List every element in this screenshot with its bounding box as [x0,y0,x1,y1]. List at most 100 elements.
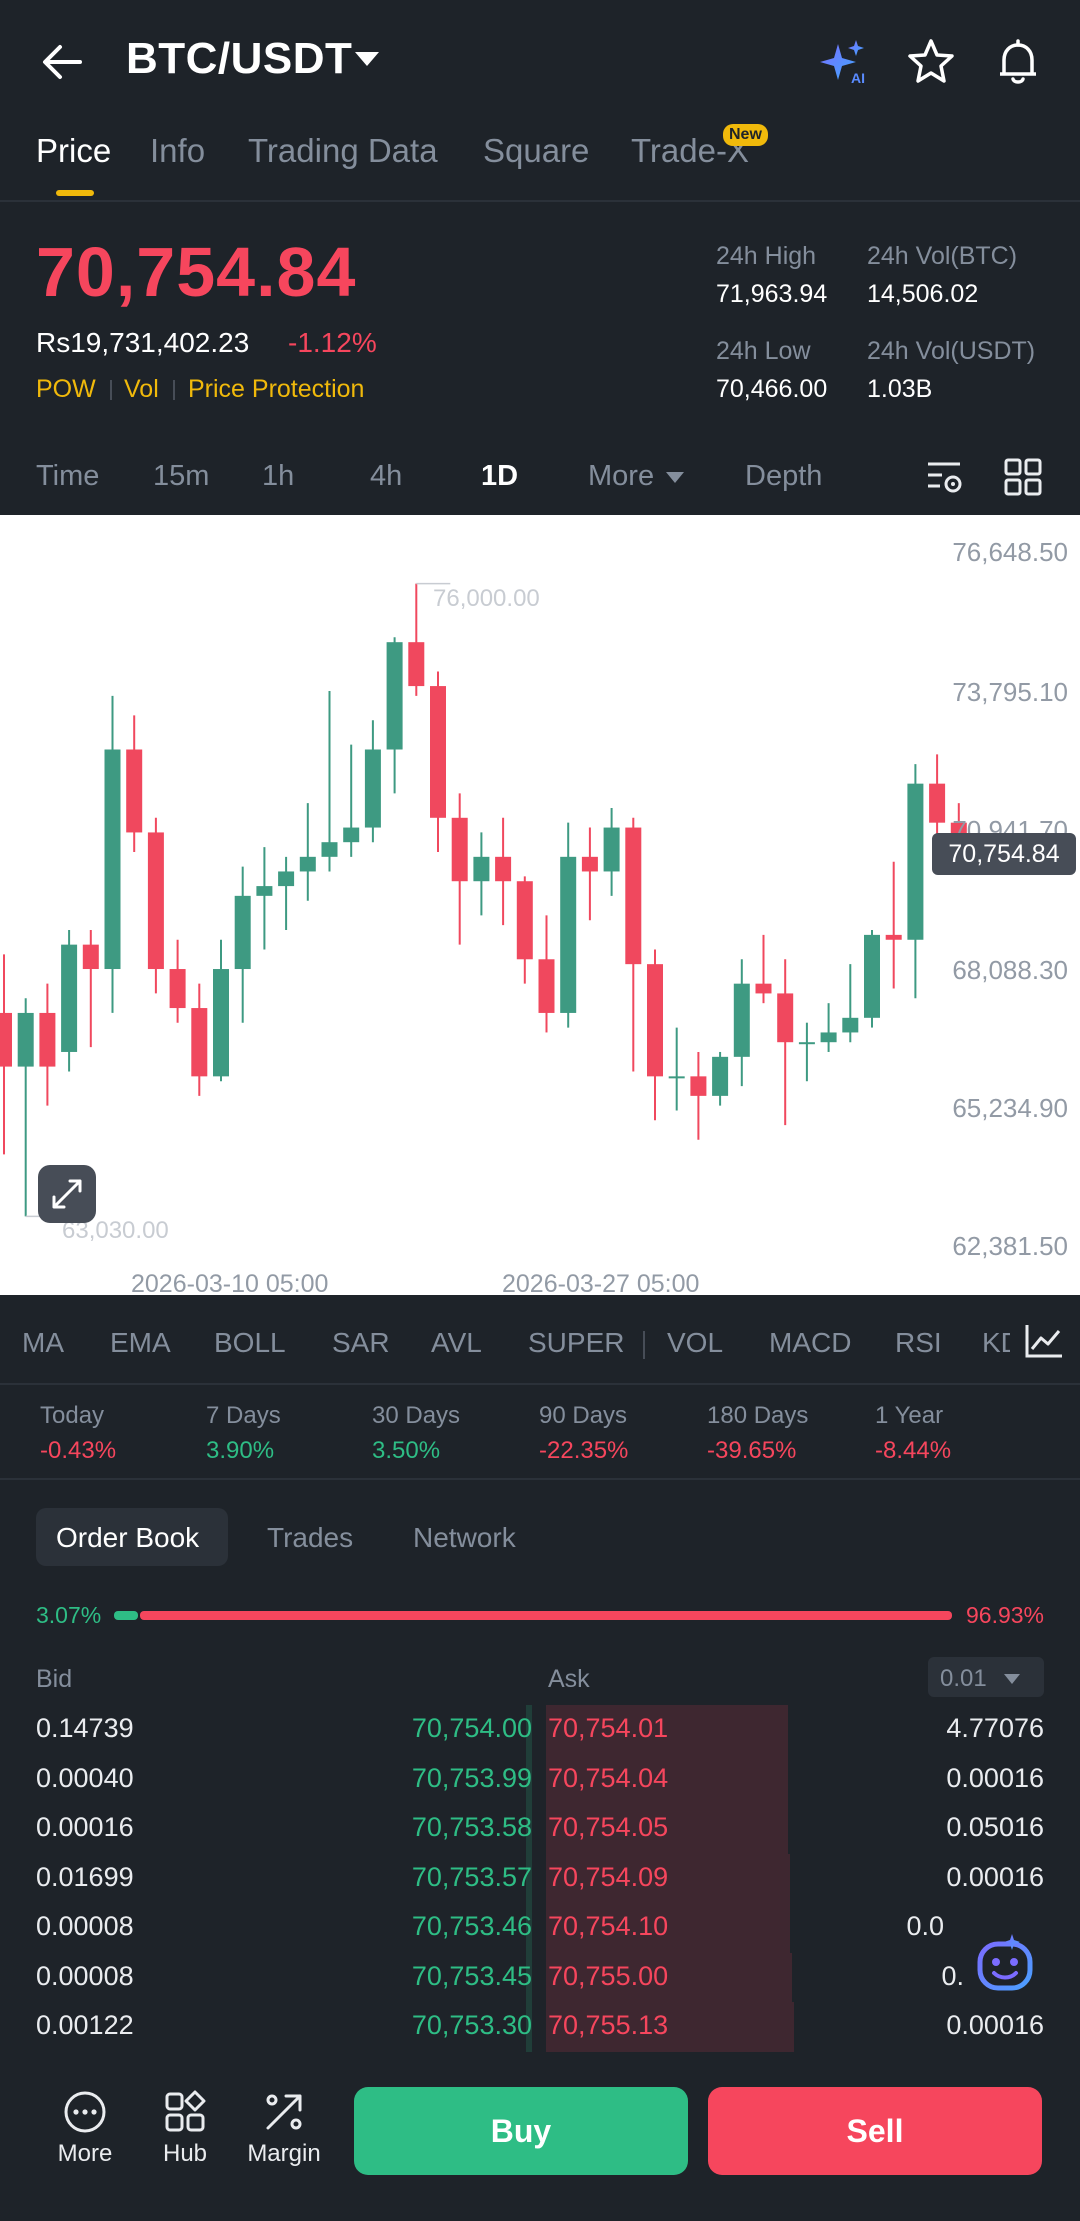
hub-icon[interactable] [163,2090,207,2134]
ask-header: Ask [548,1665,590,1693]
indicator-rsi[interactable]: RSI [895,1327,942,1358]
margin-icon[interactable] [262,2090,306,2134]
interval-bar: Time 15m 1h 4h 1D More Depth [0,440,1080,515]
high-value: 71,963.94 [716,280,828,308]
candle-body [842,1017,859,1033]
high-price-marker: 76,000.00 [433,585,540,612]
tag-pow[interactable]: POW [36,375,96,403]
pair-dropdown-icon[interactable] [355,52,379,66]
candle-body [560,856,577,1013]
new-badge: New [723,124,768,146]
layout-grid-icon[interactable] [1004,458,1042,496]
indicator-sar[interactable]: SAR [332,1327,390,1358]
perf-value-90d: -22.35% [539,1437,629,1464]
top-bar: BTC/USDT AI [0,0,1080,122]
bid-ratio-bar [114,1611,138,1620]
main-tabs: Price Info Trading Data Square Trade-X [0,122,1080,202]
bid-ratio: 3.07% [36,1602,102,1628]
candle-body [104,749,121,970]
order-book-row[interactable]: 0.00016 70,753.58 70,754.05 0.05016 [0,1804,1080,1854]
precision-selector[interactable] [928,1657,1044,1697]
indicator-macd[interactable]: MACD [769,1327,852,1358]
precision-value: 0.01 [940,1665,987,1692]
star-icon[interactable] [905,36,957,88]
more-icon[interactable] [63,2090,107,2134]
tab-info[interactable]: Info [150,132,206,169]
candlestick-chart[interactable]: 76,648.50 73,795.10 70,941.70 68,088.30 … [0,515,1080,1295]
order-book-row[interactable]: 0.00040 70,753.99 70,754.04 0.00016 [0,1754,1080,1804]
candle-body [625,827,642,965]
perf-label-90d: 90 Days [539,1402,628,1429]
tab-order-book[interactable]: Order Book [56,1522,200,1553]
perf-value-1y: -8.44% [875,1437,952,1464]
order-book-row[interactable]: 0.00008 70,753.45 70,755.00 0. [0,1952,1080,2002]
tab-trades[interactable]: Trades [267,1522,354,1553]
interval-more[interactable]: More [588,460,655,492]
interval-4h[interactable]: 4h [370,460,403,492]
current-price-marker: 70,754.84 [932,833,1076,875]
bid-price: 70,753.99 [411,1762,532,1793]
more-dropdown-icon[interactable] [666,472,684,483]
order-book-row[interactable]: 0.01699 70,753.57 70,754.09 0.00016 [0,1853,1080,1903]
candle-body [907,783,924,940]
bell-icon[interactable] [992,36,1044,88]
fullscreen-button[interactable] [38,1165,96,1223]
assistant-bot-icon[interactable] [972,1930,1040,1998]
tag-vol[interactable]: Vol [124,375,159,403]
interval-1h[interactable]: 1h [262,460,295,492]
bid-price: 70,754.00 [411,1713,532,1743]
tab-network[interactable]: Network [413,1522,516,1553]
bid-price: 70,753.45 [411,1960,532,1991]
tab-trading-data[interactable]: Trading Data [248,132,438,169]
candle-body [126,749,143,833]
bid-quantity: 0.00008 [36,1960,134,1991]
sell-button[interactable]: Sell [708,2087,1042,2175]
nav-more[interactable]: More [57,2140,113,2167]
indicator-ema[interactable]: EMA [110,1327,171,1358]
ask-price: 70,754.01 [548,1713,669,1743]
ask-quantity: 0.0 [906,1911,944,1941]
vol-btc-label: 24h Vol(BTC) [867,242,1018,270]
indicator-super[interactable]: SUPER [528,1327,625,1358]
ai-sparkle-icon[interactable]: AI [818,36,870,88]
ask-quantity: 0.05016 [946,1812,1044,1842]
interval-time[interactable]: Time [36,460,100,492]
tab-square[interactable]: Square [483,132,590,169]
bid-depth-bar [526,1903,532,1953]
nav-margin[interactable]: Margin [247,2140,321,2167]
trading-pair-title[interactable]: BTC/USDT [126,34,353,83]
ask-price: 70,754.09 [548,1861,669,1892]
bid-quantity: 0.00122 [36,2010,134,2040]
order-book-row[interactable]: 0.00008 70,753.46 70,754.10 0.0 [0,1903,1080,1953]
indicator-avl[interactable]: AVL [431,1327,482,1358]
tag-divider [110,380,112,400]
interval-1d[interactable]: 1D [481,460,519,492]
indicator-boll[interactable]: BOLL [214,1327,286,1358]
order-book-row[interactable]: 0.14739 70,754.00 70,754.01 4.77076 [0,1705,1080,1755]
indicator-ma[interactable]: MA [22,1327,64,1358]
candle-body [191,1008,208,1077]
interval-depth[interactable]: Depth [745,460,823,492]
perf-label-today: Today [40,1402,105,1429]
bid-depth-bar [526,1853,532,1903]
interval-15m[interactable]: 15m [153,460,210,492]
x-tick-label: 2026-03-27 05:00 [502,1270,700,1295]
candle-body [690,1076,707,1096]
candle-body [61,944,78,1052]
back-arrow-icon[interactable] [36,36,88,88]
order-book-rows: 0.14739 70,754.00 70,754.01 4.77076 0.00… [0,1705,1080,2055]
chart-settings-icon[interactable] [926,458,964,496]
perf-value-7d: 3.90% [206,1437,275,1464]
order-book-row[interactable]: 0.00122 70,753.30 70,755.13 0.00016 [0,2002,1080,2052]
nav-hub[interactable]: Hub [162,2140,208,2167]
bid-depth-bar [526,1754,532,1804]
buy-button[interactable]: Buy [354,2087,688,2175]
tag-price-protection[interactable]: Price Protection [188,375,365,403]
indicator-chart-icon[interactable] [1024,1323,1064,1359]
fiat-price: Rs19,731,402.23 [36,327,250,358]
bid-quantity: 0.14739 [36,1713,134,1743]
tag-divider [173,380,175,400]
tab-price[interactable]: Price [36,132,112,169]
y-tick-label: 68,088.30 [952,955,1068,985]
indicator-vol[interactable]: VOL [667,1327,724,1358]
